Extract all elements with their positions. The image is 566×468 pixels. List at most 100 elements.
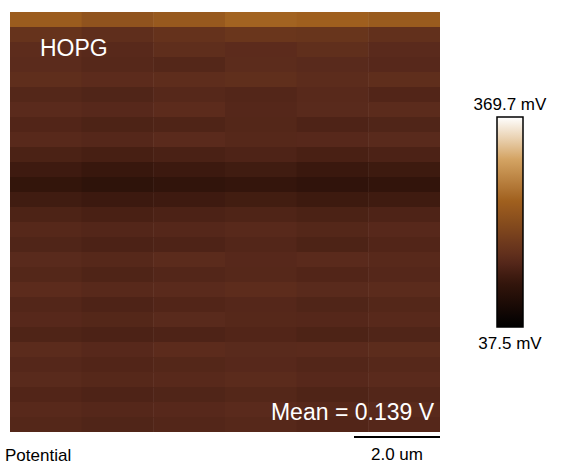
cell xyxy=(10,282,82,298)
cell xyxy=(82,177,154,193)
cell xyxy=(153,117,225,133)
cell xyxy=(10,72,82,88)
cell xyxy=(225,57,297,73)
cell xyxy=(368,177,440,193)
cell xyxy=(10,12,82,28)
cell xyxy=(153,87,225,103)
cell xyxy=(225,72,297,88)
cell xyxy=(10,402,82,418)
cell xyxy=(10,162,82,178)
cell xyxy=(153,327,225,343)
cell xyxy=(225,87,297,103)
cell xyxy=(297,237,369,253)
cell xyxy=(368,342,440,358)
cell xyxy=(82,162,154,178)
cell xyxy=(10,132,82,148)
cell xyxy=(82,327,154,343)
cell xyxy=(153,297,225,313)
cell xyxy=(82,117,154,133)
cell xyxy=(10,297,82,313)
cell xyxy=(153,342,225,358)
cell xyxy=(82,237,154,253)
cell xyxy=(297,207,369,223)
cell xyxy=(297,222,369,238)
cell xyxy=(153,282,225,298)
cell xyxy=(297,357,369,373)
cell xyxy=(297,147,369,163)
cell xyxy=(297,72,369,88)
cell xyxy=(153,237,225,253)
cell xyxy=(225,342,297,358)
cell xyxy=(225,207,297,223)
cell xyxy=(225,357,297,373)
cell xyxy=(225,252,297,268)
cell xyxy=(82,402,154,418)
cell xyxy=(153,417,225,432)
cell xyxy=(368,222,440,238)
cell xyxy=(368,162,440,178)
cell xyxy=(10,372,82,388)
scale-bar xyxy=(354,436,440,438)
heatmap-cells xyxy=(10,12,440,432)
cell xyxy=(10,342,82,358)
cell xyxy=(10,252,82,268)
cell xyxy=(10,192,82,208)
cell xyxy=(225,297,297,313)
cell xyxy=(368,327,440,343)
cell xyxy=(368,132,440,148)
colorbar xyxy=(497,117,523,327)
cell xyxy=(225,327,297,343)
annotation: Mean = 0.139 V xyxy=(271,399,435,425)
cell xyxy=(368,207,440,223)
cell xyxy=(368,12,440,28)
cell xyxy=(297,57,369,73)
cell xyxy=(153,12,225,28)
cell xyxy=(153,267,225,283)
cell xyxy=(153,252,225,268)
cell xyxy=(10,357,82,373)
cell xyxy=(153,132,225,148)
cell xyxy=(225,237,297,253)
cell xyxy=(153,312,225,328)
cell xyxy=(225,12,297,28)
cell xyxy=(153,162,225,178)
cell xyxy=(82,132,154,148)
cell xyxy=(10,102,82,118)
cell xyxy=(297,282,369,298)
cell xyxy=(82,312,154,328)
cell xyxy=(225,102,297,118)
cell xyxy=(82,72,154,88)
cell xyxy=(225,282,297,298)
cell xyxy=(82,12,154,28)
cell xyxy=(10,222,82,238)
cell xyxy=(297,327,369,343)
cell xyxy=(153,42,225,58)
cell xyxy=(82,282,154,298)
cell xyxy=(10,177,82,193)
cell xyxy=(153,372,225,388)
cell xyxy=(10,117,82,133)
cell xyxy=(82,297,154,313)
cell xyxy=(368,117,440,133)
cell xyxy=(153,402,225,418)
cell xyxy=(368,42,440,58)
cell xyxy=(297,102,369,118)
cell xyxy=(297,252,369,268)
cell xyxy=(297,297,369,313)
cell xyxy=(368,372,440,388)
cell xyxy=(297,192,369,208)
cell xyxy=(368,252,440,268)
cell xyxy=(368,72,440,88)
cell xyxy=(297,87,369,103)
cell xyxy=(153,27,225,43)
cell xyxy=(82,87,154,103)
scale-bar-label: 2.0 um xyxy=(371,445,423,464)
cell xyxy=(225,312,297,328)
cell xyxy=(10,87,82,103)
cell xyxy=(297,372,369,388)
cell xyxy=(297,27,369,43)
cell xyxy=(368,27,440,43)
cell xyxy=(153,147,225,163)
cell xyxy=(10,147,82,163)
cell xyxy=(368,297,440,313)
